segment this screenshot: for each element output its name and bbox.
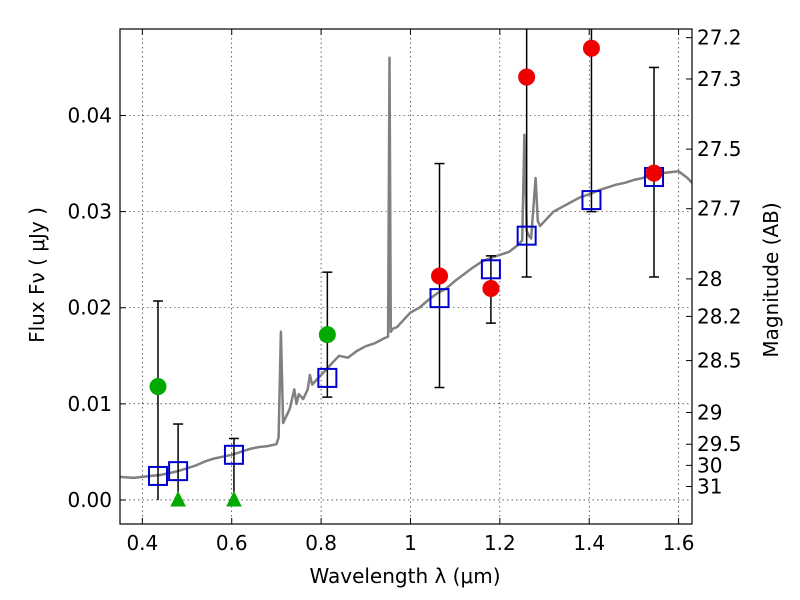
- y-tick-label: 0.01: [67, 392, 112, 416]
- x-tick-label: 1.6: [663, 531, 695, 555]
- y-axis: 0.00 0.01 0.02 0.03 0.04: [67, 104, 126, 512]
- model-square-point: [147, 465, 168, 486]
- model-square-point: [429, 288, 450, 309]
- model-square-point: [168, 461, 189, 482]
- marker-layer: [147, 39, 665, 507]
- magnitude-tick-label: 27.5: [697, 137, 742, 161]
- magnitude-tick-label: 29.5: [697, 432, 742, 456]
- data-point: [431, 267, 449, 285]
- data-point: [518, 68, 536, 86]
- magnitude-tick-label: 28.5: [697, 349, 742, 373]
- upper-limit-point: [170, 490, 186, 507]
- model-square-point: [317, 367, 338, 388]
- data-point: [482, 280, 500, 298]
- magnitude-tick-label: 27.3: [697, 67, 742, 91]
- x-tick-label: 1: [404, 531, 417, 555]
- plot-frame: [119, 28, 693, 525]
- upper-limit-point: [226, 490, 242, 507]
- magnitude-axis-label: Magnitude (AB): [759, 202, 783, 357]
- x-tick-label: 1.4: [573, 531, 605, 555]
- x-tick-label: 0.4: [126, 531, 158, 555]
- x-tick-label: 0.8: [305, 531, 337, 555]
- model-square-point: [223, 444, 244, 465]
- y-tick-label: 0.03: [67, 200, 112, 224]
- spectrum-layer: [119, 56, 693, 480]
- magnitude-tick-label: 28.2: [697, 304, 742, 328]
- y-tick-label: 0.02: [67, 296, 112, 320]
- model-square-point: [480, 259, 501, 280]
- x-tick-label: 1.2: [484, 531, 516, 555]
- magnitude-tick-label: 28: [697, 267, 722, 291]
- data-point: [645, 164, 663, 182]
- data-point: [318, 326, 336, 344]
- magnitude-tick-label: 30: [697, 453, 722, 477]
- data-point: [149, 378, 167, 396]
- magnitude-tick-label: 27.7: [697, 197, 742, 221]
- magnitude-tick-label: 31: [697, 475, 722, 499]
- model-square-point: [516, 225, 537, 246]
- x-axis-label: Wavelength λ (μm): [309, 564, 500, 588]
- data-point: [582, 39, 600, 57]
- magnitude-tick-label: 29: [697, 401, 722, 425]
- y-axis-label: Flux Fν ( μJy ): [25, 207, 49, 343]
- y-tick-label: 0.04: [67, 104, 112, 128]
- model-square-point: [581, 190, 602, 211]
- x-axis: 0.4 0.6 0.8 1 1.2 1.4 1.6: [126, 29, 695, 555]
- x-tick-label: 0.6: [216, 531, 248, 555]
- magnitude-tick-label: 27.2: [697, 26, 742, 50]
- y-tick-label: 0.00: [67, 488, 112, 512]
- spectrum-line: [119, 56, 693, 480]
